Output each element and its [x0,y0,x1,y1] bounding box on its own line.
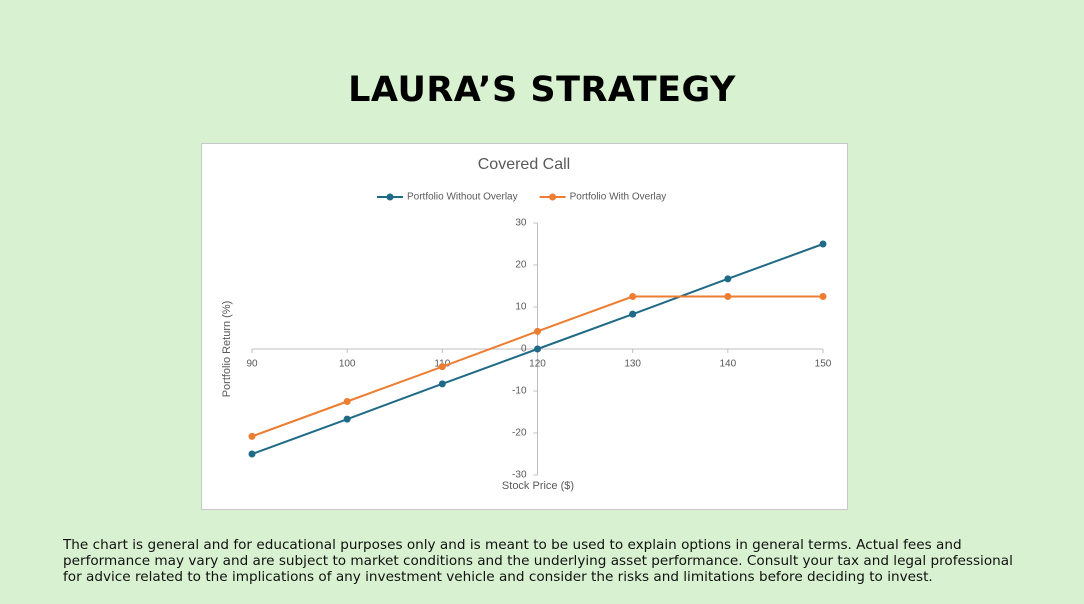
data-point [724,275,732,283]
y-tick-label: 20 [515,260,527,271]
y-tick-label: 30 [515,218,527,229]
legend-marker [549,193,557,201]
legend-label: Portfolio Without Overlay [407,192,518,203]
y-tick-label: 10 [515,302,527,313]
slide-title: LAURA’S STRATEGY [348,70,736,110]
y-tick-label: -10 [512,386,527,397]
y-axis-label: Portfolio Return (%) [221,301,233,398]
data-point [248,432,256,440]
x-tick-label: 130 [624,359,641,370]
y-tick-label: -20 [512,428,527,439]
data-point [534,327,541,335]
data-point [819,240,827,248]
x-tick-label: 100 [339,359,356,370]
legend-label: Portfolio With Overlay [570,192,667,203]
x-tick-label: 120 [529,359,546,370]
data-point [343,415,351,423]
data-point [438,363,446,371]
x-tick-label: 140 [719,359,736,370]
data-point [534,345,541,353]
chart-frame [201,143,848,510]
data-point [724,293,732,300]
chart-title: Covered Call [478,156,570,173]
x-tick-label: 150 [815,359,832,370]
disclaimer: The chart is general and for educational… [63,537,1013,585]
data-point [629,310,637,318]
data-point [819,293,827,300]
y-tick-label: -30 [512,470,527,481]
data-point [629,293,637,300]
x-tick-label: 90 [246,359,258,370]
legend-marker [386,193,394,201]
data-point [248,450,256,458]
y-tick-label: 0 [521,344,527,355]
data-point [438,380,446,388]
x-axis-label: Stock Price ($) [502,480,574,492]
data-point [343,398,351,405]
chart: Covered Call Stock Price ($) Portfolio R… [201,143,848,510]
